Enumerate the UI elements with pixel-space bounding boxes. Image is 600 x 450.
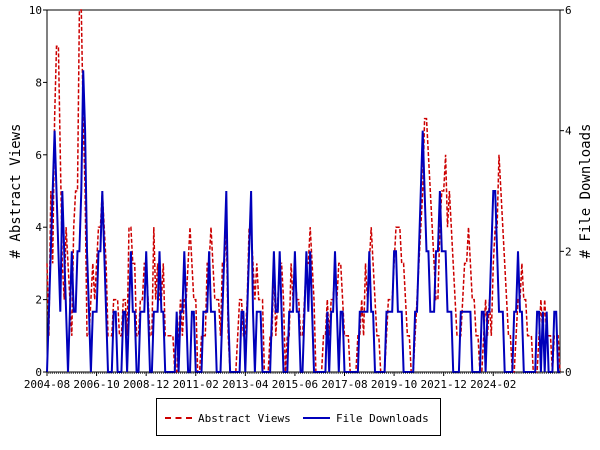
legend-swatch-downloads <box>303 417 330 419</box>
y-right-tick-label: 6 <box>565 4 572 17</box>
y-right-tick-label: 0 <box>565 366 572 379</box>
x-tick-label: 2017-08 <box>321 378 367 391</box>
x-tick-label: 2006-10 <box>73 378 119 391</box>
y-left-tick-label: 0 <box>35 366 42 379</box>
y-axis-title-left: # Abstract Views <box>8 124 24 259</box>
x-tick-label: 2024-02 <box>470 378 516 391</box>
legend-label-views: Abstract Views <box>198 411 291 425</box>
y-left-tick-label: 2 <box>35 294 42 307</box>
x-tick-label: 2015-06 <box>272 378 318 391</box>
x-tick-label: 2019-10 <box>371 378 417 391</box>
legend-item-downloads: File Downloads <box>303 411 429 425</box>
y-right-tick-label: 4 <box>565 125 572 138</box>
y-axis-title-right: # File Downloads <box>578 124 594 259</box>
x-tick-label: 2013-04 <box>222 378 269 391</box>
y-axis-right: 0 2 4 6 <box>560 4 572 379</box>
x-tick-label: 2008-12 <box>123 378 169 391</box>
y-left-tick-label: 10 <box>29 4 42 17</box>
y-left-tick-label: 6 <box>35 149 42 162</box>
series-layer <box>46 9 561 373</box>
y-left-tick-label: 4 <box>35 221 42 234</box>
legend: Abstract Views File Downloads <box>156 398 441 436</box>
y-right-tick-label: 2 <box>565 245 572 258</box>
legend-label-downloads: File Downloads <box>336 411 429 425</box>
x-tick-label: 2011-02 <box>173 378 219 391</box>
y-left-tick-label: 8 <box>35 76 42 89</box>
series-line-file-downloads <box>46 70 560 373</box>
x-tick-label: 2004-08 <box>24 378 70 391</box>
x-axis: 2004-08 2006-10 2008-12 2011-02 2013-04 2015-… <box>24 372 561 391</box>
y-axis-left: 0 2 4 6 8 10 <box>29 4 47 379</box>
legend-item-views: Abstract Views <box>165 411 291 425</box>
legend-swatch-views <box>165 417 192 419</box>
x-tick-label: 2021-12 <box>420 378 466 391</box>
